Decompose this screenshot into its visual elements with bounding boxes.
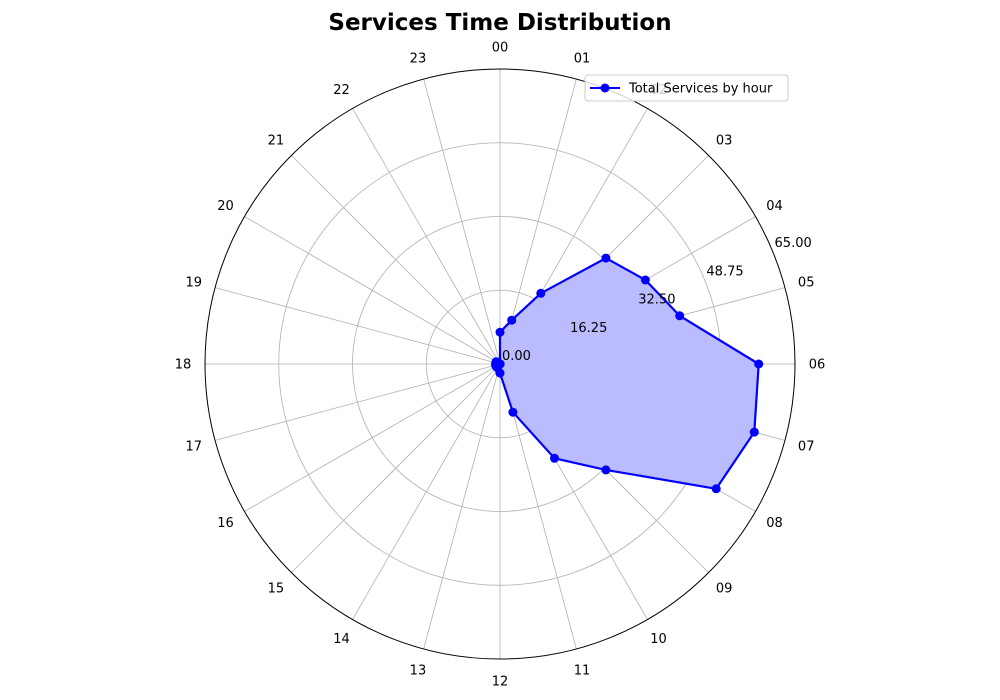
hour-label-05: 05 bbox=[798, 275, 815, 290]
series-layer bbox=[491, 253, 764, 494]
legend-box bbox=[584, 74, 789, 102]
grid-spoke-22 bbox=[352, 108, 501, 365]
radial-tick-label-4: 65.00 bbox=[775, 236, 812, 251]
radial-tick-label-2: 32.50 bbox=[638, 293, 675, 308]
hour-label-06: 06 bbox=[809, 358, 826, 373]
hour-label-23: 23 bbox=[410, 51, 427, 66]
radial-tick-label-1: 16.25 bbox=[570, 321, 607, 336]
grid-spoke-15 bbox=[291, 363, 501, 573]
hour-label-15: 15 bbox=[268, 582, 285, 597]
grid-spoke-14 bbox=[352, 363, 501, 620]
series-area bbox=[495, 258, 759, 489]
hour-label-09: 09 bbox=[716, 582, 733, 597]
legend-entry-label: Total Services by hour bbox=[628, 82, 773, 97]
hour-label-18: 18 bbox=[175, 358, 192, 373]
grid-spoke-16 bbox=[244, 363, 501, 512]
legend: Total Services by hour bbox=[584, 74, 789, 102]
data-point-02 bbox=[536, 288, 546, 298]
hour-label-20: 20 bbox=[217, 199, 234, 214]
hour-label-10: 10 bbox=[650, 632, 667, 647]
hour-label-13: 13 bbox=[410, 664, 427, 679]
legend-point-marker bbox=[600, 83, 610, 93]
hour-label-01: 01 bbox=[574, 51, 591, 66]
hour-label-04: 04 bbox=[766, 199, 783, 214]
hour-label-14: 14 bbox=[333, 632, 350, 647]
data-point-03 bbox=[601, 253, 611, 263]
radial-tick-label-0: 0.00 bbox=[502, 349, 531, 364]
hour-label-16: 16 bbox=[217, 516, 234, 531]
grid-spoke-23 bbox=[423, 78, 501, 365]
data-point-09 bbox=[601, 465, 611, 475]
hour-label-17: 17 bbox=[186, 440, 203, 455]
hour-label-00: 00 bbox=[492, 41, 509, 56]
grid-spoke-13 bbox=[423, 363, 501, 650]
hour-label-08: 08 bbox=[766, 516, 783, 531]
hour-label-21: 21 bbox=[268, 133, 285, 148]
grid-spoke-19 bbox=[214, 287, 501, 365]
data-point-08 bbox=[711, 484, 721, 494]
data-point-05 bbox=[675, 311, 685, 321]
hour-label-11: 11 bbox=[574, 664, 591, 679]
chart-title: Services Time Distribution bbox=[328, 10, 672, 36]
hour-label-19: 19 bbox=[186, 275, 203, 290]
polar-frame bbox=[204, 68, 796, 660]
grid-spoke-20 bbox=[244, 216, 501, 365]
hour-label-12: 12 bbox=[492, 675, 509, 690]
data-point-10 bbox=[550, 453, 559, 463]
radial-tick-label-3: 48.75 bbox=[706, 264, 743, 279]
data-point-01 bbox=[507, 315, 517, 325]
data-point-11 bbox=[508, 407, 518, 417]
labels-layer: 0001020304050607080910111213141516171819… bbox=[175, 41, 826, 690]
hour-label-07: 07 bbox=[798, 440, 815, 455]
data-point-04 bbox=[640, 275, 650, 285]
data-point-06 bbox=[754, 359, 764, 369]
grid-spoke-21 bbox=[291, 155, 501, 365]
data-point-23 bbox=[495, 359, 505, 369]
hour-label-03: 03 bbox=[716, 133, 733, 148]
grid-spoke-17 bbox=[214, 363, 501, 441]
data-point-00 bbox=[495, 327, 505, 337]
data-point-07 bbox=[749, 427, 759, 437]
hour-label-22: 22 bbox=[333, 83, 350, 98]
